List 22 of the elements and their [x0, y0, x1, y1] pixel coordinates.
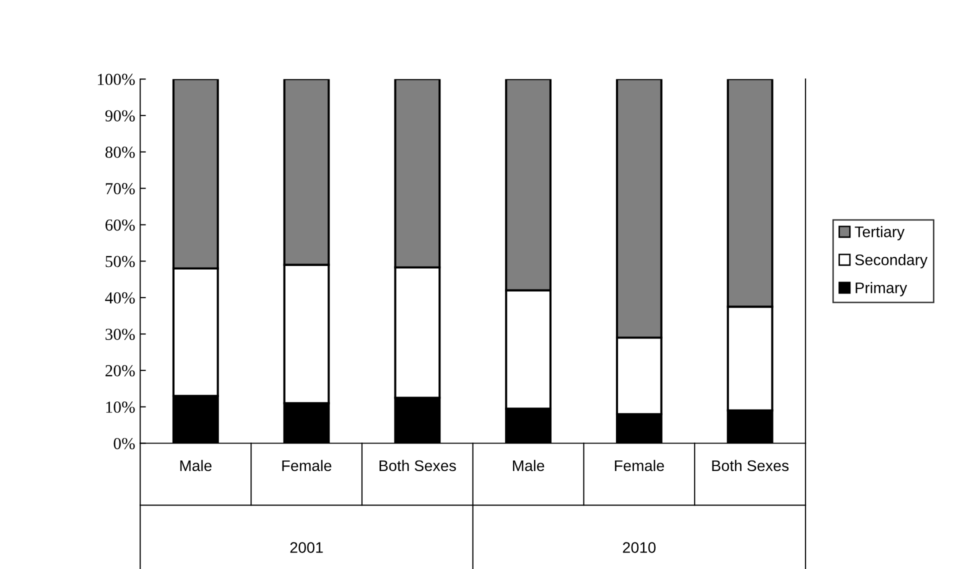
y-tick-label: 30% — [106, 328, 135, 340]
x-tick-label: Male — [513, 460, 544, 472]
legend-label: Primary — [856, 282, 908, 296]
y-tick-label: 80% — [105, 146, 135, 158]
x-tick-label: Female — [282, 460, 332, 472]
x-tick-label: Both Sexes — [712, 460, 789, 472]
x-tick-label: Male — [180, 460, 212, 472]
y-tick-label: 60% — [106, 219, 135, 231]
y-tick-label: 40% — [105, 292, 135, 304]
text: 2010 — [622, 542, 656, 553]
y-tick-label: 0% — [114, 438, 135, 450]
y-tick-label: 90% — [105, 110, 135, 122]
legend-label: Tertiary — [854, 226, 905, 240]
y-tick-label: 100% — [98, 74, 135, 86]
y-tick-label: 10% — [106, 402, 135, 413]
legend-label: Secondary — [855, 254, 928, 268]
y-tick-label: 20% — [106, 365, 135, 376]
x-tick-label: Both Sexes — [380, 460, 456, 472]
text: 2001 — [290, 542, 323, 553]
x-tick-label: Female — [614, 460, 664, 472]
y-tick-label: 70% — [106, 183, 135, 194]
y-tick-label: 50% — [106, 256, 135, 268]
